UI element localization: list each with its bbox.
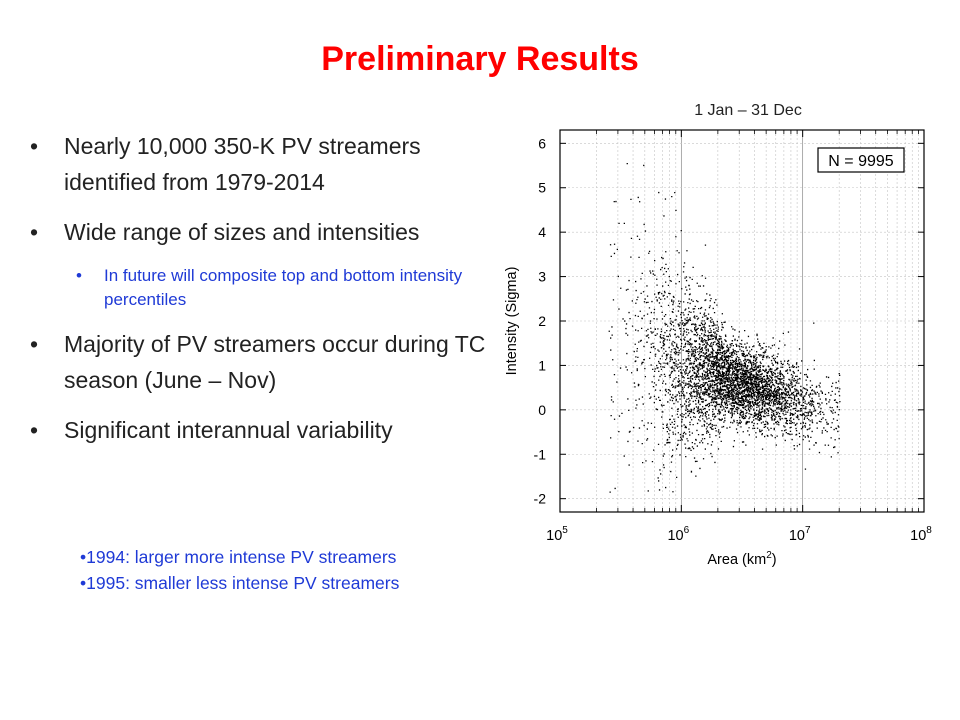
chart-axes: -2 -1 0 1 2 3 4 5 6 105 106 107 108 (534, 130, 932, 544)
bullet-item: • Wide range of sizes and intensities (30, 214, 510, 250)
scatter-chart-svg: 1 Jan – 31 Dec -2 -1 0 1 2 3 4 5 6 105 106 107 108 N… (504, 102, 932, 568)
bullet-dot-icon: • (30, 133, 39, 159)
y-tick-label: 5 (538, 180, 546, 196)
bullet-item: • Significant interannual variability (30, 412, 510, 448)
y-tick-label: 1 (538, 357, 546, 373)
sub-bullet-text: 1995: smaller less intense PV streamers (86, 573, 400, 593)
chart-title: 1 Jan – 31 Dec (694, 102, 802, 119)
bullet-item: • Nearly 10,000 350-K PV streamers identi… (30, 128, 510, 200)
chart-grid (559, 130, 924, 512)
sub-bullet-text: In future will composite top and bottom … (104, 266, 463, 309)
x-tick-label: 106 (667, 525, 689, 544)
y-tick-label: 2 (538, 313, 546, 329)
y-tick-label: 6 (538, 135, 546, 151)
scatter-chart: 1 Jan – 31 Dec -2 -1 0 1 2 3 4 5 6 105 106 107 108 N… (480, 90, 960, 595)
bullet-text: Majority of PV streamers occur during TC… (64, 331, 486, 393)
x-tick-label: 105 (546, 525, 568, 544)
sub-bullet-item: •1994: larger more intense PV streamers (80, 547, 397, 567)
y-tick-label: -2 (534, 491, 547, 507)
bullet-text: Wide range of sizes and intensities (64, 219, 420, 245)
bullet-dot-icon: • (30, 219, 39, 245)
bullet-text: Nearly 10,000 350-K PV streamers identif… (64, 133, 421, 195)
x-axis-label-text: Area (km (707, 552, 766, 568)
sub-bullet-item: •1995: smaller less intense PV streamers (80, 573, 400, 593)
count-annotation: N = 9995 (828, 153, 893, 170)
count-annotation-box (817, 147, 905, 173)
bullet-list: • Nearly 10,000 350-K PV streamers identi… (30, 128, 510, 462)
sub-bullet-text: 1994: larger more intense PV streamers (86, 547, 397, 567)
x-axis-label-close: ) (772, 552, 777, 568)
slide-title: Preliminary Results (321, 40, 639, 78)
x-axis-label: Area (km2) (707, 550, 776, 568)
y-tick-label: 4 (538, 224, 546, 240)
scatter-point-cloud (608, 163, 841, 493)
bullet-dot-icon: • (76, 266, 82, 285)
bullet-dot-icon: • (30, 331, 39, 357)
y-tick-label: 0 (538, 402, 546, 418)
y-axis-label: Intensity (Sigma) (504, 267, 520, 376)
bullet-text: Significant interannual variability (64, 417, 393, 443)
x-axis-label-superscript: 2 (766, 550, 772, 561)
x-tick-label: 108 (910, 525, 932, 544)
y-tick-label: -1 (534, 446, 547, 462)
bullet-dot-icon: • (30, 417, 39, 443)
scatter-points (608, 163, 841, 493)
x-tick-label: 107 (789, 525, 811, 544)
y-tick-label: 3 (538, 269, 546, 285)
sub-bullet-item: • In future will composite top and bottom… (30, 264, 510, 312)
bullet-item: • Majority of PV streamers occur during T… (30, 326, 510, 398)
interannual-bullet-list: •1994: larger more intense PV streamers … (80, 544, 399, 596)
